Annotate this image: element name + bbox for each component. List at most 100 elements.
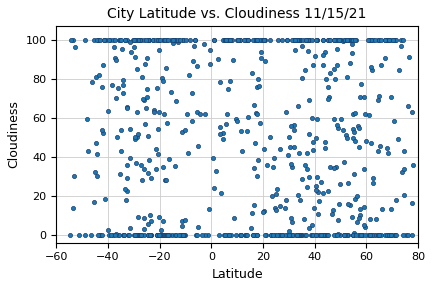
- Point: [302, 233, 309, 237]
- Point: [348, 215, 355, 219]
- Point: [278, 233, 285, 237]
- Point: [221, 233, 228, 237]
- Point: [261, 147, 268, 151]
- Point: [303, 233, 310, 237]
- Point: [97, 233, 104, 237]
- Point: [225, 38, 232, 42]
- Point: [274, 38, 281, 42]
- Point: [384, 150, 391, 155]
- Point: [134, 67, 141, 71]
- Point: [321, 233, 328, 237]
- Point: [290, 38, 297, 42]
- Point: [361, 205, 368, 209]
- Point: [349, 41, 356, 46]
- Point: [368, 38, 375, 42]
- Point: [109, 233, 116, 237]
- Point: [350, 127, 357, 132]
- Point: [154, 233, 161, 237]
- Point: [81, 38, 88, 42]
- Point: [382, 38, 389, 42]
- Point: [285, 233, 292, 237]
- Point: [336, 182, 343, 187]
- Point: [349, 38, 356, 42]
- Point: [100, 63, 107, 67]
- Point: [184, 112, 191, 116]
- Point: [85, 148, 92, 153]
- Point: [237, 233, 244, 237]
- Point: [120, 233, 127, 237]
- Point: [369, 38, 376, 42]
- Point: [351, 130, 358, 134]
- Point: [382, 55, 389, 60]
- Point: [373, 217, 380, 222]
- Point: [394, 137, 401, 141]
- Point: [171, 38, 178, 42]
- Point: [361, 233, 368, 237]
- Point: [224, 38, 231, 42]
- Point: [312, 233, 319, 237]
- Point: [301, 68, 308, 73]
- Point: [347, 38, 354, 42]
- Point: [375, 233, 382, 237]
- Point: [154, 233, 161, 237]
- Point: [205, 233, 212, 237]
- Point: [253, 233, 260, 237]
- Point: [100, 131, 107, 135]
- Point: [222, 38, 229, 42]
- Point: [110, 45, 117, 50]
- Point: [365, 38, 372, 42]
- Point: [216, 125, 223, 130]
- Point: [354, 124, 361, 128]
- Point: [156, 233, 163, 237]
- Point: [131, 38, 138, 42]
- Point: [181, 233, 188, 237]
- Point: [186, 38, 193, 42]
- Point: [401, 149, 408, 153]
- Point: [333, 38, 340, 42]
- Point: [156, 38, 163, 42]
- Point: [223, 121, 230, 126]
- Point: [346, 38, 353, 42]
- Point: [124, 38, 130, 42]
- Point: [121, 233, 128, 237]
- Point: [206, 206, 213, 211]
- Point: [140, 97, 147, 101]
- Point: [393, 197, 400, 202]
- Point: [198, 233, 205, 237]
- Point: [235, 38, 241, 42]
- Point: [342, 233, 349, 237]
- Point: [374, 38, 381, 42]
- Point: [299, 43, 306, 48]
- Point: [376, 38, 383, 42]
- Point: [152, 38, 159, 42]
- Point: [194, 110, 200, 115]
- Point: [118, 47, 125, 51]
- Point: [289, 233, 296, 237]
- Point: [142, 122, 149, 126]
- Point: [341, 38, 348, 42]
- Point: [361, 95, 368, 99]
- Point: [81, 233, 88, 237]
- Point: [362, 139, 369, 144]
- Point: [155, 126, 162, 131]
- Point: [144, 134, 151, 139]
- Point: [169, 40, 176, 45]
- Point: [405, 103, 412, 108]
- Point: [333, 122, 340, 127]
- Point: [245, 115, 251, 119]
- Point: [197, 112, 203, 116]
- Point: [391, 118, 397, 123]
- Point: [361, 166, 368, 171]
- Point: [266, 38, 273, 42]
- Point: [283, 109, 290, 114]
- Point: [145, 233, 152, 237]
- Point: [159, 75, 166, 80]
- Point: [251, 141, 258, 145]
- Point: [269, 233, 276, 237]
- Point: [324, 233, 331, 237]
- Point: [210, 38, 217, 42]
- Point: [334, 62, 341, 67]
- Point: [98, 128, 105, 132]
- Point: [262, 233, 269, 237]
- Point: [366, 233, 373, 237]
